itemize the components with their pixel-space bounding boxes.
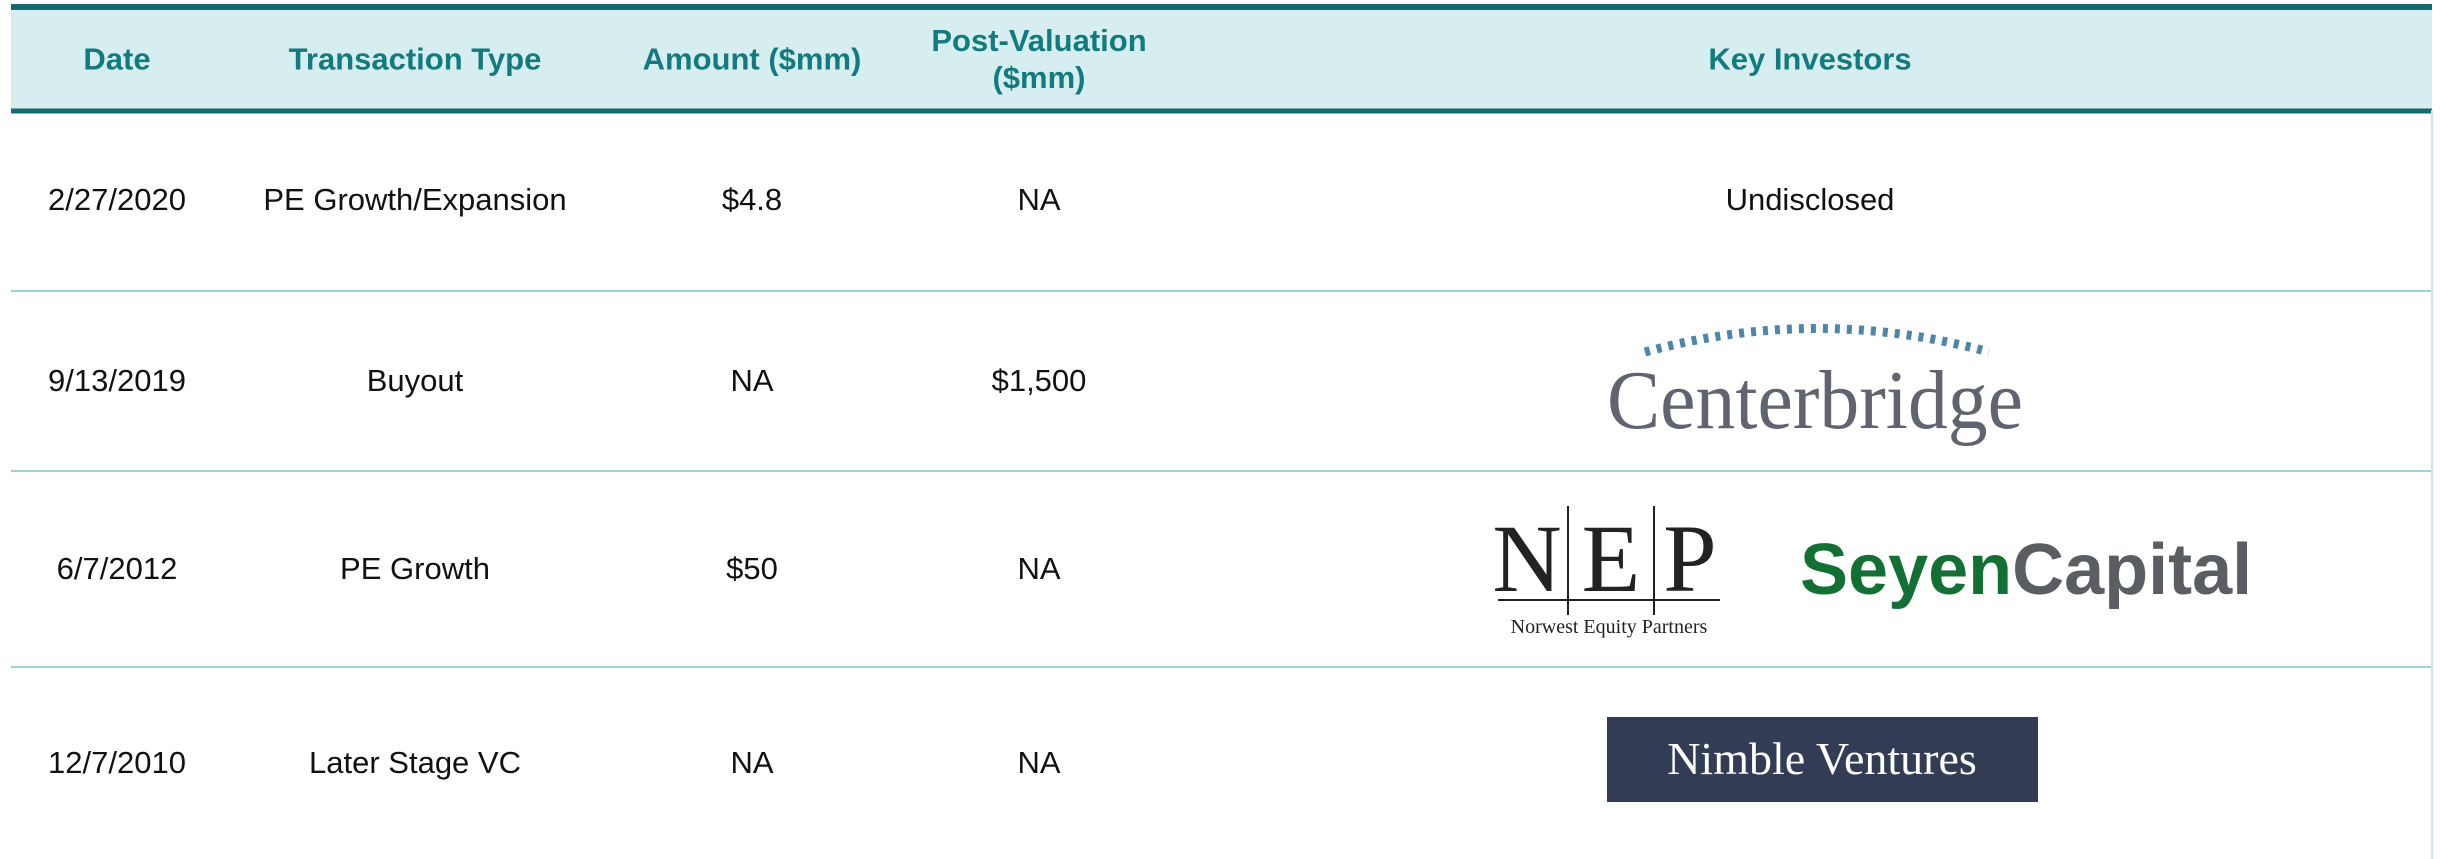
header-cell: Date [83,41,151,77]
header-cell: Amount ($mm) [642,41,862,77]
cell-investors: Undisclosed [1725,182,1895,217]
cell-type: PE Growth/Expansion [263,182,567,217]
logo-arc [1643,324,1991,357]
cell-post-valuation: NA [1017,745,1061,780]
centerbridge-logo: Centerbridge [1607,354,2023,447]
nep-letter: E [1582,505,1641,612]
nimble-box [1607,717,2038,802]
header-band [11,6,2432,110]
header-cell: Key Investors [1708,41,1912,77]
nimble-logo: Nimble Ventures [1667,733,1977,784]
capital-part: Capital [2012,530,2252,610]
cell-amount: $4.8 [721,182,783,217]
cell-post-valuation: NA [1017,551,1061,586]
cell-amount: NA [730,745,774,780]
cell-type: Buyout [366,363,464,398]
cell-type: Later Stage VC [309,745,521,780]
header-cell: Transaction Type [288,41,542,77]
cell-post-valuation: NA [1017,182,1061,217]
cell-post-valuation: $1,500 [991,363,1087,398]
nep-letter: P [1663,505,1716,612]
cell-type: PE Growth [340,551,490,586]
cell-date: 12/7/2010 [48,745,186,780]
cell-date: 9/13/2019 [48,363,186,398]
nep-caption: Norwest Equity Partners [1511,616,1708,638]
cell-date: 2/27/2020 [48,182,186,217]
cell-amount: NA [730,363,774,398]
cell-amount: $50 [726,551,778,586]
seyen-part: Seyen [1800,530,2012,610]
nep-letter: N [1492,505,1561,612]
header-cell: Post-Valuation ($mm) [931,23,1147,95]
cell-date: 6/7/2012 [56,551,178,586]
seyen-logo: SeyenCapital [1800,530,2252,610]
